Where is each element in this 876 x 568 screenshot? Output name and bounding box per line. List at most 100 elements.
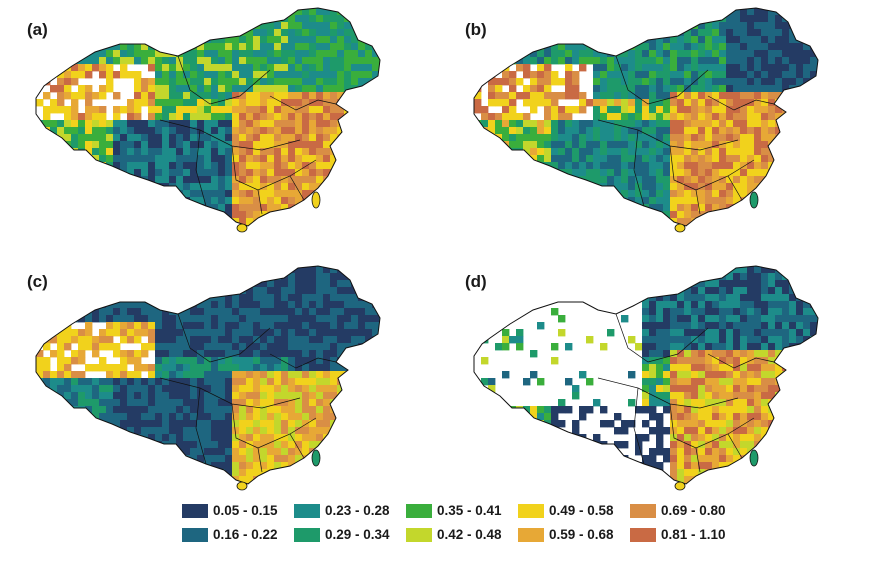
grid-cell — [358, 350, 366, 358]
grid-cell — [323, 294, 331, 302]
grid-cell — [211, 427, 219, 435]
grid-cell — [337, 343, 345, 351]
grid-cell — [691, 29, 699, 37]
grid-cell — [726, 197, 734, 205]
grid-cell — [50, 85, 58, 93]
grid-cell — [817, 211, 818, 219]
grid-cell — [488, 8, 496, 16]
grid-cell — [628, 127, 636, 135]
grid-cell — [204, 78, 212, 86]
grid-cell — [239, 336, 247, 344]
grid-cell — [358, 197, 366, 205]
grid-cell — [50, 134, 58, 142]
grid-cell — [211, 322, 219, 330]
grid-cell — [502, 15, 510, 23]
grid-cell — [169, 29, 177, 37]
grid-cell — [148, 8, 156, 16]
grid-cell — [537, 120, 545, 128]
grid-cell — [64, 413, 72, 421]
grid-cell — [551, 141, 559, 149]
grid-cell — [197, 36, 205, 44]
grid-cell — [537, 127, 545, 135]
grid-cell — [274, 371, 282, 379]
grid-cell — [754, 273, 762, 281]
grid-cell — [211, 413, 219, 421]
grid-cell — [642, 106, 650, 114]
grid-cell — [141, 385, 149, 393]
grid-cell — [754, 301, 762, 309]
grid-cell — [747, 43, 755, 51]
grid-cell — [733, 85, 741, 93]
grid-cell — [621, 176, 629, 184]
grid-cell — [572, 71, 580, 79]
grid-cell — [302, 329, 310, 337]
grid-cell — [698, 99, 706, 107]
grid-cell — [719, 315, 727, 323]
grid-cell — [719, 190, 727, 198]
grid-cell — [141, 322, 149, 330]
grid-cell — [141, 29, 149, 37]
grid-cell — [565, 197, 573, 205]
grid-cell — [232, 113, 240, 121]
grid-cell — [211, 280, 219, 288]
grid-cell — [64, 43, 72, 51]
grid-cell — [141, 420, 149, 428]
grid-cell — [302, 413, 310, 421]
grid-cell — [628, 120, 636, 128]
grid-cell — [36, 43, 44, 51]
grid-cell — [330, 301, 338, 309]
grid-cell — [239, 120, 247, 128]
grid-cell — [78, 134, 86, 142]
grid-cell — [607, 141, 615, 149]
grid-cell — [344, 266, 352, 274]
grid-cell — [733, 280, 741, 288]
grid-cell — [218, 336, 226, 344]
grid-cell — [372, 343, 380, 351]
grid-cell — [803, 211, 811, 219]
grid-cell — [316, 322, 324, 330]
grid-cell — [761, 99, 769, 107]
grid-cell — [288, 64, 296, 72]
grid-cell — [71, 120, 79, 128]
grid-cell — [677, 71, 685, 79]
grid-cell — [36, 218, 44, 226]
grid-cell — [71, 308, 79, 316]
grid-cell — [817, 329, 818, 337]
grid-cell — [621, 315, 629, 323]
grid-cell — [127, 218, 135, 226]
grid-cell — [302, 294, 310, 302]
grid-cell — [190, 22, 198, 30]
grid-cell — [684, 64, 692, 72]
grid-cell — [274, 43, 282, 51]
grid-cell — [183, 211, 191, 219]
grid-cell — [225, 8, 233, 16]
grid-cell — [691, 57, 699, 65]
grid-cell — [106, 183, 114, 191]
grid-cell — [516, 204, 524, 212]
grid-cell — [274, 266, 282, 274]
grid-cell — [190, 113, 198, 121]
grid-cell — [372, 106, 380, 114]
grid-cell — [323, 57, 331, 65]
grid-cell — [495, 176, 503, 184]
grid-cell — [358, 190, 366, 198]
grid-cell — [302, 315, 310, 323]
grid-cell — [337, 294, 345, 302]
grid-cell — [253, 266, 261, 274]
grid-cell — [155, 294, 163, 302]
grid-cell — [295, 43, 303, 51]
grid-cell — [71, 273, 79, 281]
grid-cell — [211, 336, 219, 344]
grid-cell — [817, 22, 818, 30]
grid-cell — [204, 483, 212, 484]
grid-cell — [113, 183, 121, 191]
grid-cell — [712, 113, 720, 121]
grid-cell — [190, 190, 198, 198]
grid-cell — [274, 280, 282, 288]
grid-cell — [810, 266, 818, 274]
grid-cell — [253, 190, 261, 198]
grid-cell — [253, 113, 261, 121]
grid-cell — [50, 476, 58, 484]
grid-cell — [99, 455, 107, 463]
grid-cell — [246, 211, 254, 219]
